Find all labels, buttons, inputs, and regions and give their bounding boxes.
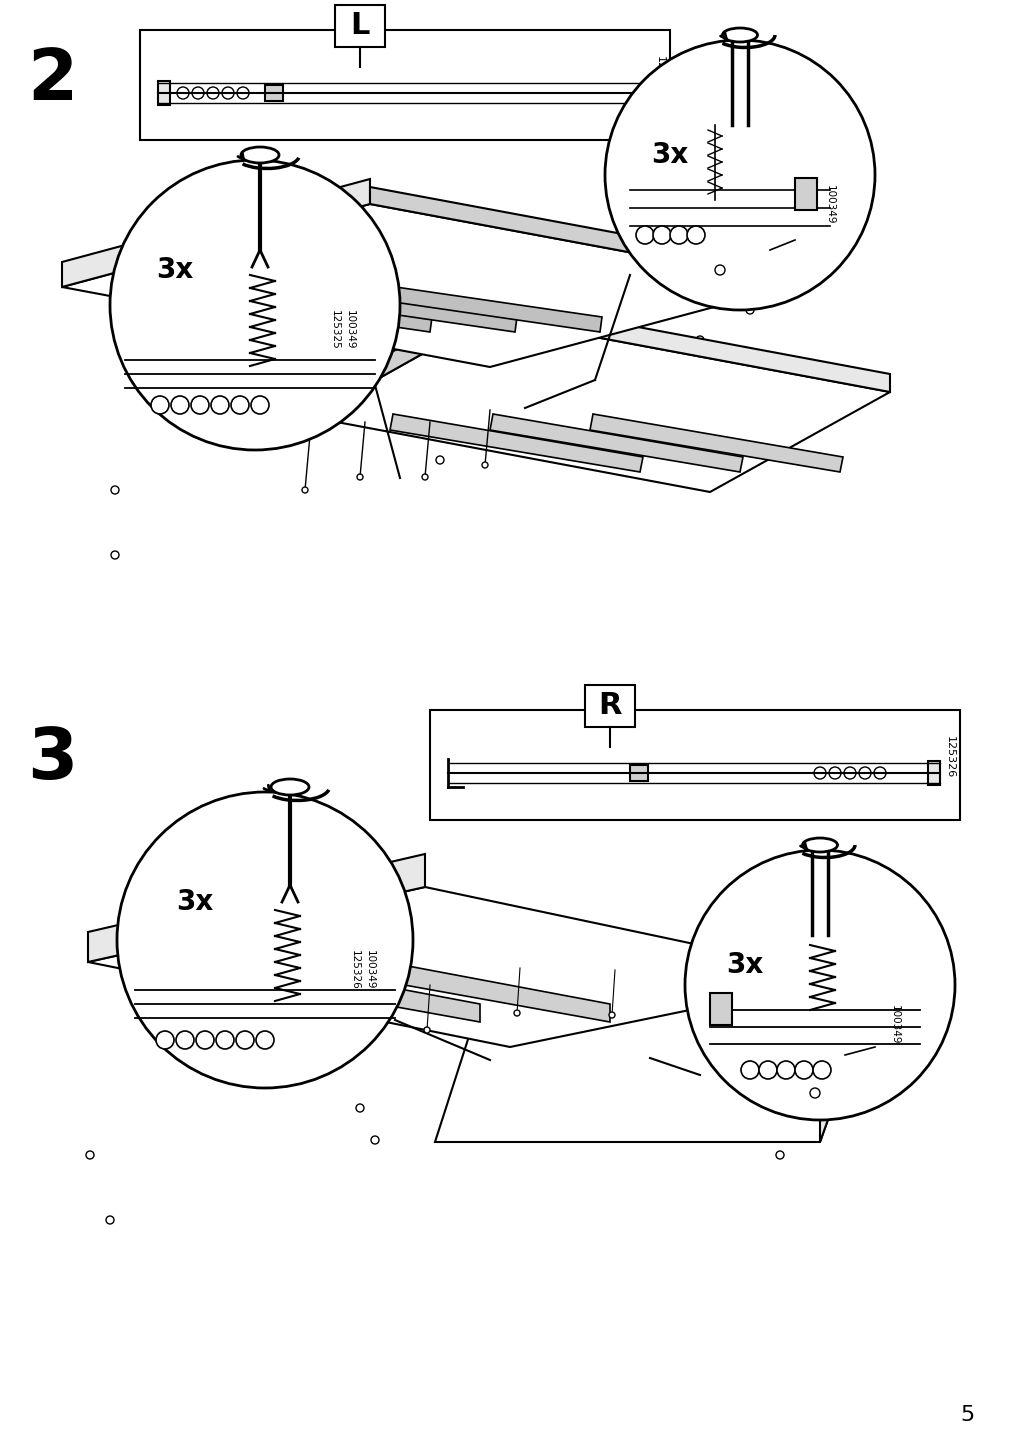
Text: 3x: 3x [176,888,213,916]
Circle shape [694,1000,700,1007]
Text: 3x: 3x [726,951,763,979]
Bar [795,178,816,211]
Circle shape [110,160,399,450]
Circle shape [215,1031,234,1050]
Polygon shape [487,299,889,392]
Circle shape [424,1027,430,1032]
Circle shape [635,226,653,243]
Text: 125325: 125325 [330,311,340,349]
Text: 3: 3 [26,726,77,795]
Circle shape [609,1012,615,1018]
Polygon shape [325,276,602,332]
Circle shape [156,1031,174,1050]
Circle shape [301,487,307,493]
Circle shape [207,87,218,99]
Circle shape [236,1031,254,1050]
Polygon shape [88,853,425,962]
Text: 100349: 100349 [889,1005,899,1045]
Circle shape [256,1031,274,1050]
Circle shape [357,474,363,480]
Polygon shape [62,203,800,367]
Bar [630,765,647,780]
Bar [140,30,669,140]
Bar [335,4,384,47]
Circle shape [237,87,249,99]
Ellipse shape [271,779,308,795]
Text: 100349: 100349 [365,951,375,990]
Text: 125325: 125325 [654,56,664,97]
Circle shape [221,87,234,99]
Circle shape [795,1061,812,1078]
Circle shape [117,792,412,1088]
Polygon shape [589,414,842,473]
Text: 100349: 100349 [345,311,355,349]
Circle shape [669,226,687,243]
Circle shape [843,768,855,779]
Circle shape [874,768,885,779]
Circle shape [191,397,209,414]
Text: L: L [350,11,369,40]
Circle shape [481,463,487,468]
Bar [584,684,634,727]
Text: 2: 2 [27,46,77,115]
Bar [710,992,731,1025]
Circle shape [210,397,228,414]
Polygon shape [155,276,432,332]
Polygon shape [62,179,370,286]
Text: 125326: 125326 [350,949,360,990]
Text: R: R [598,692,621,720]
Ellipse shape [802,838,837,852]
Circle shape [812,1061,830,1078]
Circle shape [715,265,724,275]
Circle shape [605,40,875,309]
Bar [265,84,283,102]
Polygon shape [309,316,889,493]
Circle shape [251,397,269,414]
Bar [927,760,939,785]
Polygon shape [370,188,800,284]
Polygon shape [819,987,869,1141]
Circle shape [740,1061,758,1078]
Circle shape [652,226,670,243]
Circle shape [809,1088,819,1098]
Polygon shape [229,957,479,1022]
Polygon shape [389,414,642,473]
Circle shape [177,87,189,99]
Bar [430,710,959,821]
Text: 5: 5 [959,1405,974,1425]
Circle shape [686,226,705,243]
Polygon shape [479,987,869,1002]
Text: 125326: 125326 [944,736,954,778]
Bar [158,82,170,105]
Text: 100349: 100349 [824,185,834,225]
Polygon shape [88,886,849,1047]
Polygon shape [435,1002,869,1141]
Circle shape [858,768,870,779]
Circle shape [151,397,169,414]
Circle shape [684,851,954,1120]
Circle shape [813,768,825,779]
Circle shape [192,87,204,99]
Text: 3x: 3x [157,256,193,284]
Text: 3x: 3x [651,140,687,169]
Circle shape [758,1061,776,1078]
Circle shape [171,397,189,414]
Circle shape [514,1010,520,1015]
Circle shape [776,1061,795,1078]
Ellipse shape [722,29,757,42]
Polygon shape [240,276,517,332]
Polygon shape [309,299,487,417]
Circle shape [231,397,249,414]
Circle shape [828,768,840,779]
Ellipse shape [241,147,279,163]
Polygon shape [489,414,742,473]
Circle shape [176,1031,194,1050]
Circle shape [422,474,428,480]
Polygon shape [360,957,610,1022]
Circle shape [196,1031,213,1050]
